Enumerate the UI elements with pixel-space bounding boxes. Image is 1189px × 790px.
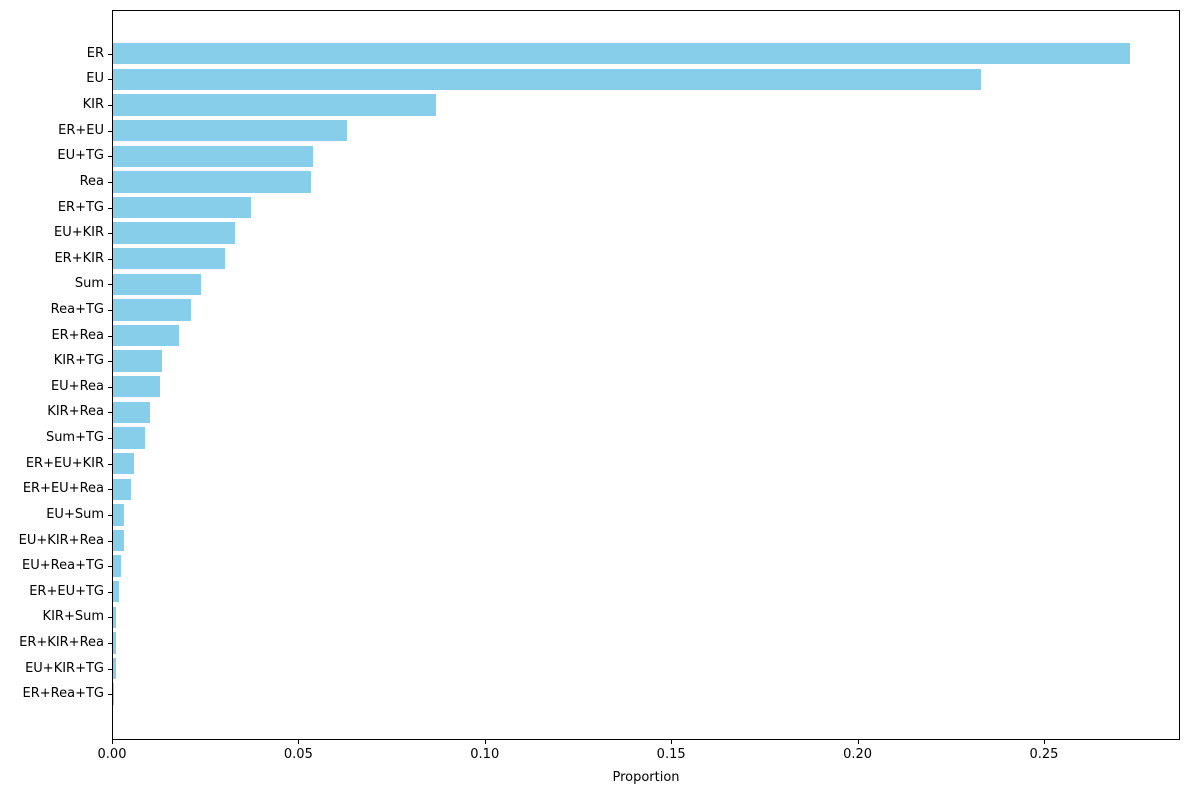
bar <box>113 171 312 193</box>
bar <box>113 119 347 142</box>
y-tick-mark <box>108 591 112 593</box>
y-tick-label: EU+KIR+Rea <box>18 532 104 548</box>
bar <box>113 43 1130 65</box>
y-tick-mark <box>108 694 112 696</box>
y-tick-label: KIR+TG <box>53 353 104 369</box>
x-tick-mark <box>1043 740 1045 744</box>
bar <box>113 68 981 91</box>
y-tick-label: ER+KIR <box>54 250 104 266</box>
y-tick-mark <box>108 566 112 568</box>
y-tick-mark <box>108 105 112 107</box>
y-tick-label: EU <box>86 71 104 87</box>
x-tick-mark <box>484 740 486 744</box>
y-tick-label: ER+EU+KIR <box>25 455 104 471</box>
x-tick-mark <box>298 740 300 744</box>
y-tick-mark <box>108 156 112 158</box>
y-tick-label: EU+Sum <box>46 506 104 522</box>
bar <box>113 452 134 475</box>
x-axis-title: Proportion <box>612 770 680 785</box>
y-tick-mark <box>108 79 112 81</box>
y-tick-label: ER+EU <box>58 122 104 138</box>
y-tick-mark <box>108 181 112 183</box>
bar <box>113 94 437 116</box>
y-tick-label: ER <box>86 45 104 61</box>
x-tick-label: 0.25 <box>1029 747 1059 762</box>
y-tick-label: Rea <box>79 173 104 189</box>
bar <box>113 299 192 321</box>
y-tick-mark <box>108 233 112 235</box>
bar <box>113 606 117 629</box>
y-tick-mark <box>108 438 112 440</box>
y-tick-label: ER+KIR+Rea <box>19 634 104 650</box>
bar <box>113 376 160 398</box>
y-tick-mark <box>108 489 112 491</box>
y-tick-label: ER+EU+Rea <box>22 481 104 497</box>
bar <box>113 427 145 449</box>
bar <box>113 145 314 167</box>
y-tick-mark <box>108 540 112 542</box>
bar <box>113 657 116 680</box>
y-tick-label: KIR+Rea <box>47 404 104 420</box>
y-tick-label: KIR+Sum <box>42 609 104 625</box>
y-tick-label: EU+Rea+TG <box>22 558 104 574</box>
y-tick-label: Sum+TG <box>45 430 104 446</box>
bar <box>113 504 124 526</box>
bar <box>113 529 124 552</box>
bar <box>113 222 236 244</box>
x-tick-label: 0.10 <box>470 747 500 762</box>
y-tick-label: KIR <box>82 97 104 113</box>
y-tick-mark <box>108 463 112 465</box>
x-tick-label: 0.20 <box>843 747 873 762</box>
y-tick-mark <box>108 617 112 619</box>
bar <box>113 683 115 705</box>
x-tick-mark <box>857 740 859 744</box>
y-tick-label: EU+TG <box>57 148 104 164</box>
y-tick-label: Rea+TG <box>50 301 104 317</box>
bar <box>113 632 117 654</box>
y-tick-mark <box>108 514 112 516</box>
y-tick-label: EU+KIR+TG <box>25 660 104 676</box>
x-tick-mark <box>671 740 673 744</box>
bar <box>113 350 162 372</box>
y-tick-mark <box>108 642 112 644</box>
bar <box>113 273 202 296</box>
x-tick-mark <box>112 740 113 744</box>
y-tick-label: EU+KIR <box>53 225 104 241</box>
bar <box>113 401 150 424</box>
y-tick-label: EU+Rea <box>50 378 104 394</box>
x-tick-label: 0.15 <box>656 747 686 762</box>
bar <box>113 324 180 347</box>
y-tick-mark <box>108 309 112 311</box>
bar <box>113 555 121 577</box>
bar <box>113 478 132 500</box>
y-tick-label: Sum <box>74 276 104 292</box>
bar <box>113 196 252 219</box>
y-tick-mark <box>108 258 112 260</box>
y-tick-label: ER+Rea+TG <box>22 686 104 702</box>
y-tick-mark <box>108 284 112 286</box>
y-tick-label: ER+Rea <box>51 327 104 343</box>
y-tick-mark <box>108 361 112 363</box>
bar <box>113 248 225 270</box>
y-tick-label: ER+EU+TG <box>29 583 104 599</box>
y-tick-label: ER+TG <box>57 199 104 215</box>
bar <box>113 581 120 603</box>
y-tick-mark <box>108 668 112 670</box>
x-tick-label: 0.05 <box>283 747 313 762</box>
y-tick-mark <box>108 335 112 337</box>
y-tick-mark <box>108 207 112 209</box>
x-tick-label: 0.00 <box>97 747 127 762</box>
y-tick-mark <box>108 53 112 55</box>
y-tick-mark <box>108 412 112 414</box>
y-tick-mark <box>108 130 112 132</box>
y-tick-mark <box>108 386 112 388</box>
